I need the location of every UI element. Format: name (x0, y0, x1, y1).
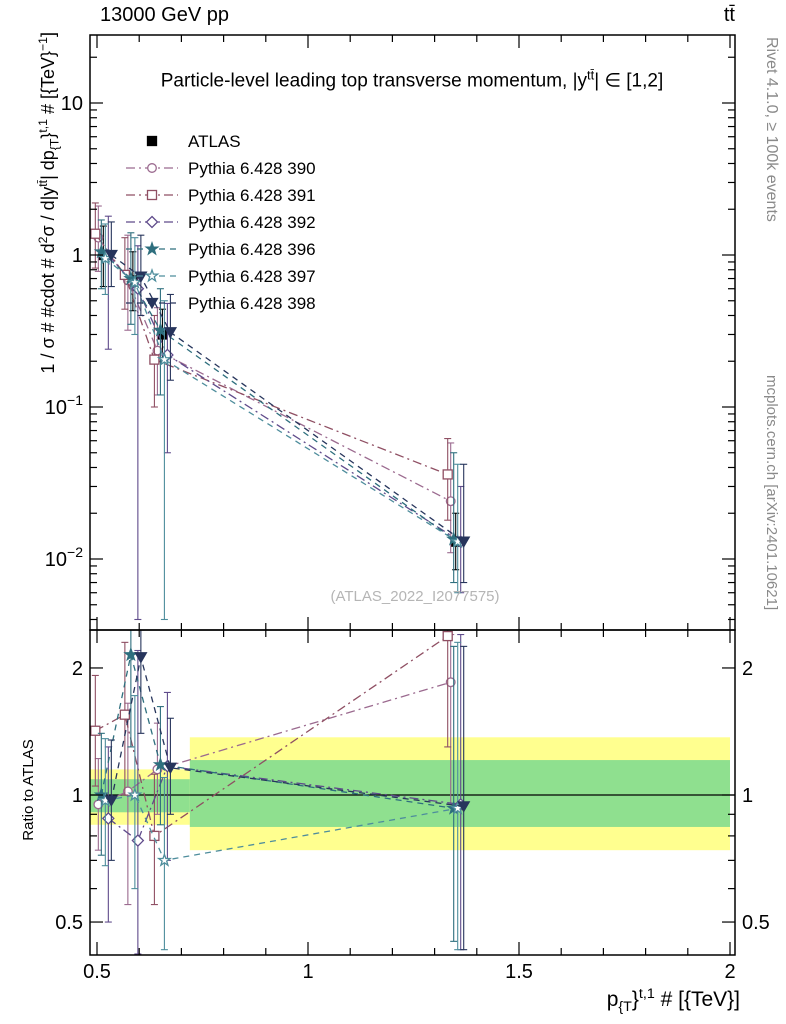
legend-entry-pythia-390: Pythia 6.428 390 (126, 159, 316, 178)
svg-text:2: 2 (72, 658, 83, 680)
svg-text:2: 2 (724, 961, 735, 983)
svg-text:1: 1 (72, 245, 83, 267)
legend-label: Pythia 6.428 397 (188, 267, 316, 286)
legend-entry-pythia-398: Pythia 6.428 398 (126, 294, 316, 313)
series-main-pythia-398 (104, 221, 471, 584)
svg-text:0.5: 0.5 (83, 961, 111, 983)
legend-label: Pythia 6.428 392 (188, 213, 316, 232)
svg-text:10−1: 10−1 (45, 392, 83, 419)
svg-text:2: 2 (742, 658, 753, 680)
diamond-marker (131, 834, 145, 847)
legend-label: Pythia 6.428 390 (188, 159, 316, 178)
main-panel-frame (89, 34, 736, 631)
triangle-down-marker (104, 795, 118, 807)
legend-label: Pythia 6.428 398 (188, 294, 316, 313)
svg-text:10: 10 (61, 93, 83, 115)
triangle-down-marker (163, 762, 178, 775)
svg-text:0.5: 0.5 (742, 912, 770, 934)
svg-text:1: 1 (742, 785, 753, 807)
series-main-pythia-397 (97, 223, 466, 621)
star-marker (144, 241, 160, 256)
star-marker (127, 274, 143, 289)
square-marker (149, 830, 160, 842)
circle-marker (445, 496, 456, 507)
triangle-down-marker (104, 249, 118, 262)
diamond-marker (145, 215, 159, 229)
legend: ATLAS Pythia 6.428 390 Pythia 6.428 391 Pyt… (126, 132, 316, 313)
mcplots-credit: mcplots.cern.ch [arXiv:2401.10621] (763, 375, 780, 611)
legend-label: ATLAS (188, 132, 241, 151)
triangle-down-marker (457, 801, 471, 813)
svg-text:1: 1 (302, 961, 313, 983)
legend-entry-atlas: ATLAS (146, 132, 241, 151)
series-ratio-pythia-392 (101, 634, 468, 955)
square-marker (442, 469, 453, 480)
circle-marker (445, 677, 456, 688)
square-marker (90, 228, 101, 239)
legend-entry-pythia-396: Pythia 6.428 396 (126, 240, 316, 259)
svg-text:10−2: 10−2 (45, 544, 83, 571)
legend-label: Pythia 6.428 396 (188, 240, 316, 259)
svg-text:0.5: 0.5 (55, 912, 83, 934)
triangle-down-marker (163, 327, 178, 339)
beam-energy-title: 13000 GeV pp (100, 4, 229, 26)
triangle-down-marker (134, 271, 148, 283)
legend-label: Pythia 6.428 391 (188, 186, 316, 205)
legend-entry-pythia-392: Pythia 6.428 392 (126, 213, 316, 232)
ratio-panel-frame (89, 629, 736, 956)
square-marker (119, 709, 131, 720)
square-marker (90, 725, 101, 736)
axis-ticks (90, 35, 735, 955)
analysis-watermark: (ATLAS_2022_I2077575) (330, 588, 500, 605)
series-ratio-pythia-398 (104, 630, 471, 951)
circle-marker (147, 163, 157, 173)
process-title: tt̄ (723, 4, 735, 26)
ratio-uncertainty-bands (90, 737, 731, 851)
square-marker (146, 189, 158, 201)
ratio-axis-label: Ratio to ATLAS (20, 739, 37, 841)
legend-entry-pythia-391: Pythia 6.428 391 (126, 186, 316, 205)
svg-text:1: 1 (72, 785, 83, 807)
legend-entry-pythia-397: Pythia 6.428 397 (126, 267, 316, 286)
y-axis-label: 1 / σ # #cdot # d2σ / d|ytt̄| dp{T}t,1 #… (36, 32, 62, 374)
series-ratio-pythia-397 (97, 641, 466, 951)
star-marker (127, 787, 143, 802)
rivet-credit: Rivet 4.1.0, ≥ 100k events (763, 37, 780, 222)
star-marker (156, 852, 173, 867)
triangle-down-marker (134, 652, 148, 664)
star-marker (144, 268, 160, 283)
square-marker (442, 630, 453, 642)
x-axis-label: p{T}t,1 # [{TeV}] (606, 986, 740, 1016)
star-marker (156, 351, 173, 367)
square-marker (146, 135, 158, 147)
svg-text:1.5: 1.5 (505, 961, 533, 983)
triangle-down-marker (145, 297, 159, 310)
panel-title: Particle-level leading top transverse mo… (160, 67, 664, 92)
triangle-down-marker (457, 536, 471, 548)
square-marker (149, 354, 160, 365)
tick-labels: 0.5 1 1.5 2 10 1 10−1 10−2 2 2 1 1 0.5 0.5 (45, 93, 770, 983)
